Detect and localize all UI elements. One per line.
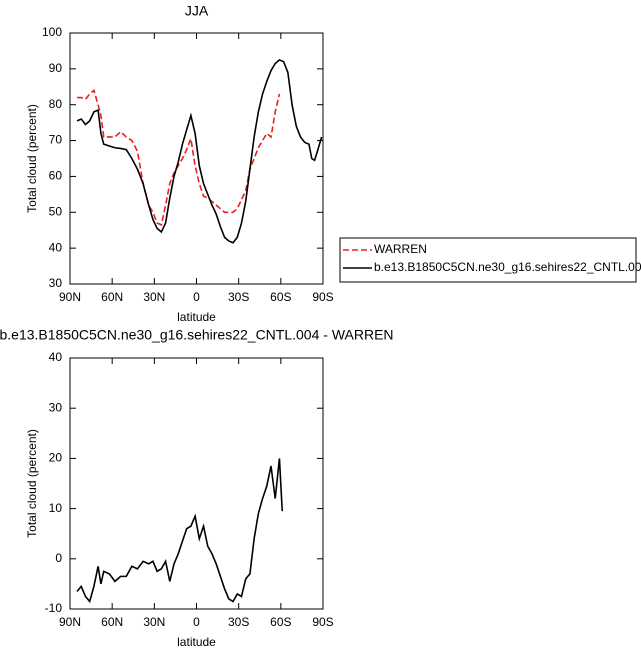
legend-label: WARREN [374,242,427,256]
x-tick-label: 30N [143,290,165,304]
x-axis-label: latitude [177,635,216,649]
x-tick-label: 60N [101,290,123,304]
y-tick-label: -10 [45,601,63,615]
x-tick-label: 60S [270,615,291,629]
plot-frame [69,32,324,285]
y-axis-label: Total cloud (percent) [25,429,39,538]
y-tick-label: 40 [49,240,63,254]
data-line [76,58,323,244]
x-axis-label: latitude [177,310,216,324]
y-tick-label: 50 [49,204,63,218]
x-tick-label: 90S [312,290,333,304]
y-tick-label: 80 [49,97,63,111]
legend-label: b.e13.B1850C5CN.ne30_g16.sehires22_CNTL.… [374,260,641,274]
data-line [76,458,284,604]
y-tick-label: 30 [49,400,63,414]
x-tick-label: 0 [193,290,200,304]
y-tick-label: 30 [49,276,63,290]
x-tick-label: 30S [228,290,249,304]
chart-title: b.e13.B1850C5CN.ne30_g16.sehires22_CNTL.… [0,327,394,343]
x-tick-label: 30S [228,615,249,629]
y-axis-label: Total cloud (percent) [25,104,39,213]
x-tick-label: 90N [59,290,81,304]
y-tick-label: 10 [49,501,63,515]
chart-title: JJA [185,3,209,19]
legend-box [339,237,637,283]
x-tick-label: 90S [312,615,333,629]
y-tick-label: 100 [42,25,62,39]
y-tick-label: 70 [49,133,63,147]
x-tick-label: 90N [59,615,81,629]
y-tick-label: 20 [49,451,63,465]
y-tick-label: 40 [49,350,63,364]
data-line [77,88,281,226]
y-tick-label: 0 [55,551,62,565]
x-tick-label: 60S [270,290,291,304]
plot-frame [69,357,324,610]
y-tick-label: 60 [49,169,63,183]
x-tick-label: 0 [193,615,200,629]
y-tick-label: 90 [49,61,63,75]
x-tick-label: 30N [143,615,165,629]
x-tick-label: 60N [101,615,123,629]
